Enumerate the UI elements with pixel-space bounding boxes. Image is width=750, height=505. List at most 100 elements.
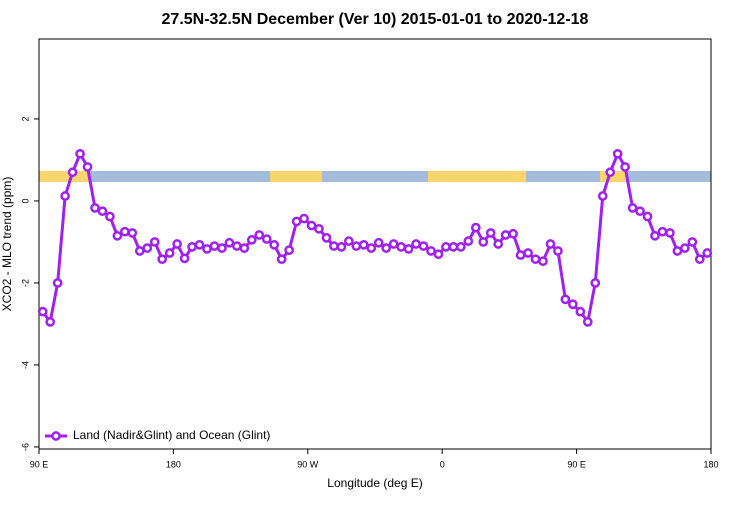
data-point: [381, 243, 392, 253]
x-tick-label: 90 E: [567, 459, 586, 469]
data-point: [314, 223, 324, 234]
data-point: [582, 317, 593, 327]
data-point: [351, 241, 362, 251]
y-tick-label: 0: [20, 198, 30, 203]
legend-marker: [51, 431, 61, 441]
data-point: [612, 148, 623, 159]
data-point: [209, 241, 220, 251]
data-point: [142, 243, 153, 253]
data-point: [388, 239, 399, 249]
data-point: [560, 294, 571, 305]
data-point: [187, 242, 197, 252]
y-tick-label: 2: [20, 116, 30, 121]
data-point: [433, 249, 444, 260]
data-point: [441, 242, 451, 252]
data-point: [157, 254, 168, 265]
data-point: [127, 228, 138, 238]
data-point: [620, 162, 630, 172]
data-point: [396, 242, 406, 252]
data-point: [568, 299, 578, 310]
data-point: [37, 306, 48, 317]
data-point: [179, 253, 190, 264]
data-point: [261, 234, 272, 244]
data-point: [306, 220, 317, 231]
data-point: [687, 237, 698, 247]
plot-frame: [38, 38, 712, 450]
data-point: [650, 230, 660, 241]
y-tick-label: -6: [20, 443, 30, 451]
data-point: [105, 211, 115, 222]
data-point: [665, 228, 675, 238]
data-point: [672, 246, 683, 256]
data-point: [411, 239, 421, 249]
data-point: [470, 222, 481, 233]
data-point: [75, 148, 85, 159]
legend-label: Land (Nadir&Glint) and Ocean (Glint): [73, 428, 270, 442]
data-point: [90, 203, 100, 213]
x-tick-label: 180: [703, 459, 718, 469]
data-point: [485, 228, 496, 238]
data-point: [112, 230, 123, 241]
data-point: [493, 239, 504, 249]
data-point: [448, 242, 459, 252]
data-point: [299, 213, 309, 224]
data-point: [694, 254, 705, 265]
data-point: [329, 241, 339, 251]
data-point: [239, 243, 250, 253]
data-point: [627, 203, 638, 213]
data-point: [478, 237, 489, 247]
data-point: [553, 246, 563, 256]
data-point: [508, 228, 518, 239]
data-point: [463, 236, 474, 246]
data-point: [500, 230, 511, 240]
data-point: [418, 241, 429, 251]
x-tick-label: 0: [440, 459, 445, 469]
data-point: [120, 226, 130, 237]
data-point: [149, 237, 160, 247]
data-point: [605, 167, 616, 178]
data-point: [202, 244, 212, 254]
data-point: [538, 256, 548, 267]
data-point: [635, 206, 645, 217]
data-point: [590, 278, 601, 288]
data-point: [276, 254, 287, 265]
x-tick-label: 180: [166, 459, 181, 469]
data-point: [52, 278, 63, 288]
data-point: [164, 248, 175, 258]
data-point: [515, 250, 526, 260]
data-point: [657, 226, 668, 237]
data-point: [291, 216, 302, 227]
data-point: [366, 243, 377, 253]
data-point: [45, 317, 56, 327]
data-point: [336, 242, 347, 252]
data-point: [321, 233, 332, 243]
data-point: [426, 246, 436, 256]
data-point: [680, 243, 690, 253]
data-point: [172, 239, 182, 249]
data-point: [403, 244, 414, 254]
x-axis-label: Longitude (deg E): [327, 476, 422, 490]
x-tick-label: 90 E: [30, 459, 49, 469]
data-point: [344, 236, 354, 246]
data-point: [224, 237, 235, 248]
data-point: [373, 237, 384, 248]
data-point: [530, 254, 541, 265]
data-point: [246, 235, 257, 245]
x-tick-label: 90 W: [297, 459, 319, 469]
chart-title: 27.5N-32.5N December (Ver 10) 2015-01-01…: [162, 11, 589, 28]
data-point: [456, 242, 466, 252]
data-point: [97, 206, 108, 217]
data-point: [60, 191, 70, 201]
y-tick-label: -2: [20, 279, 30, 287]
data-point: [134, 246, 145, 256]
data-point: [269, 239, 280, 250]
data-point: [702, 248, 713, 258]
surface-strip: [39, 171, 711, 182]
data-point: [358, 239, 369, 250]
data-point: [597, 191, 608, 201]
data-point: [217, 243, 227, 253]
data-point: [194, 239, 205, 250]
data-point: [82, 162, 93, 172]
data-point: [642, 211, 653, 222]
